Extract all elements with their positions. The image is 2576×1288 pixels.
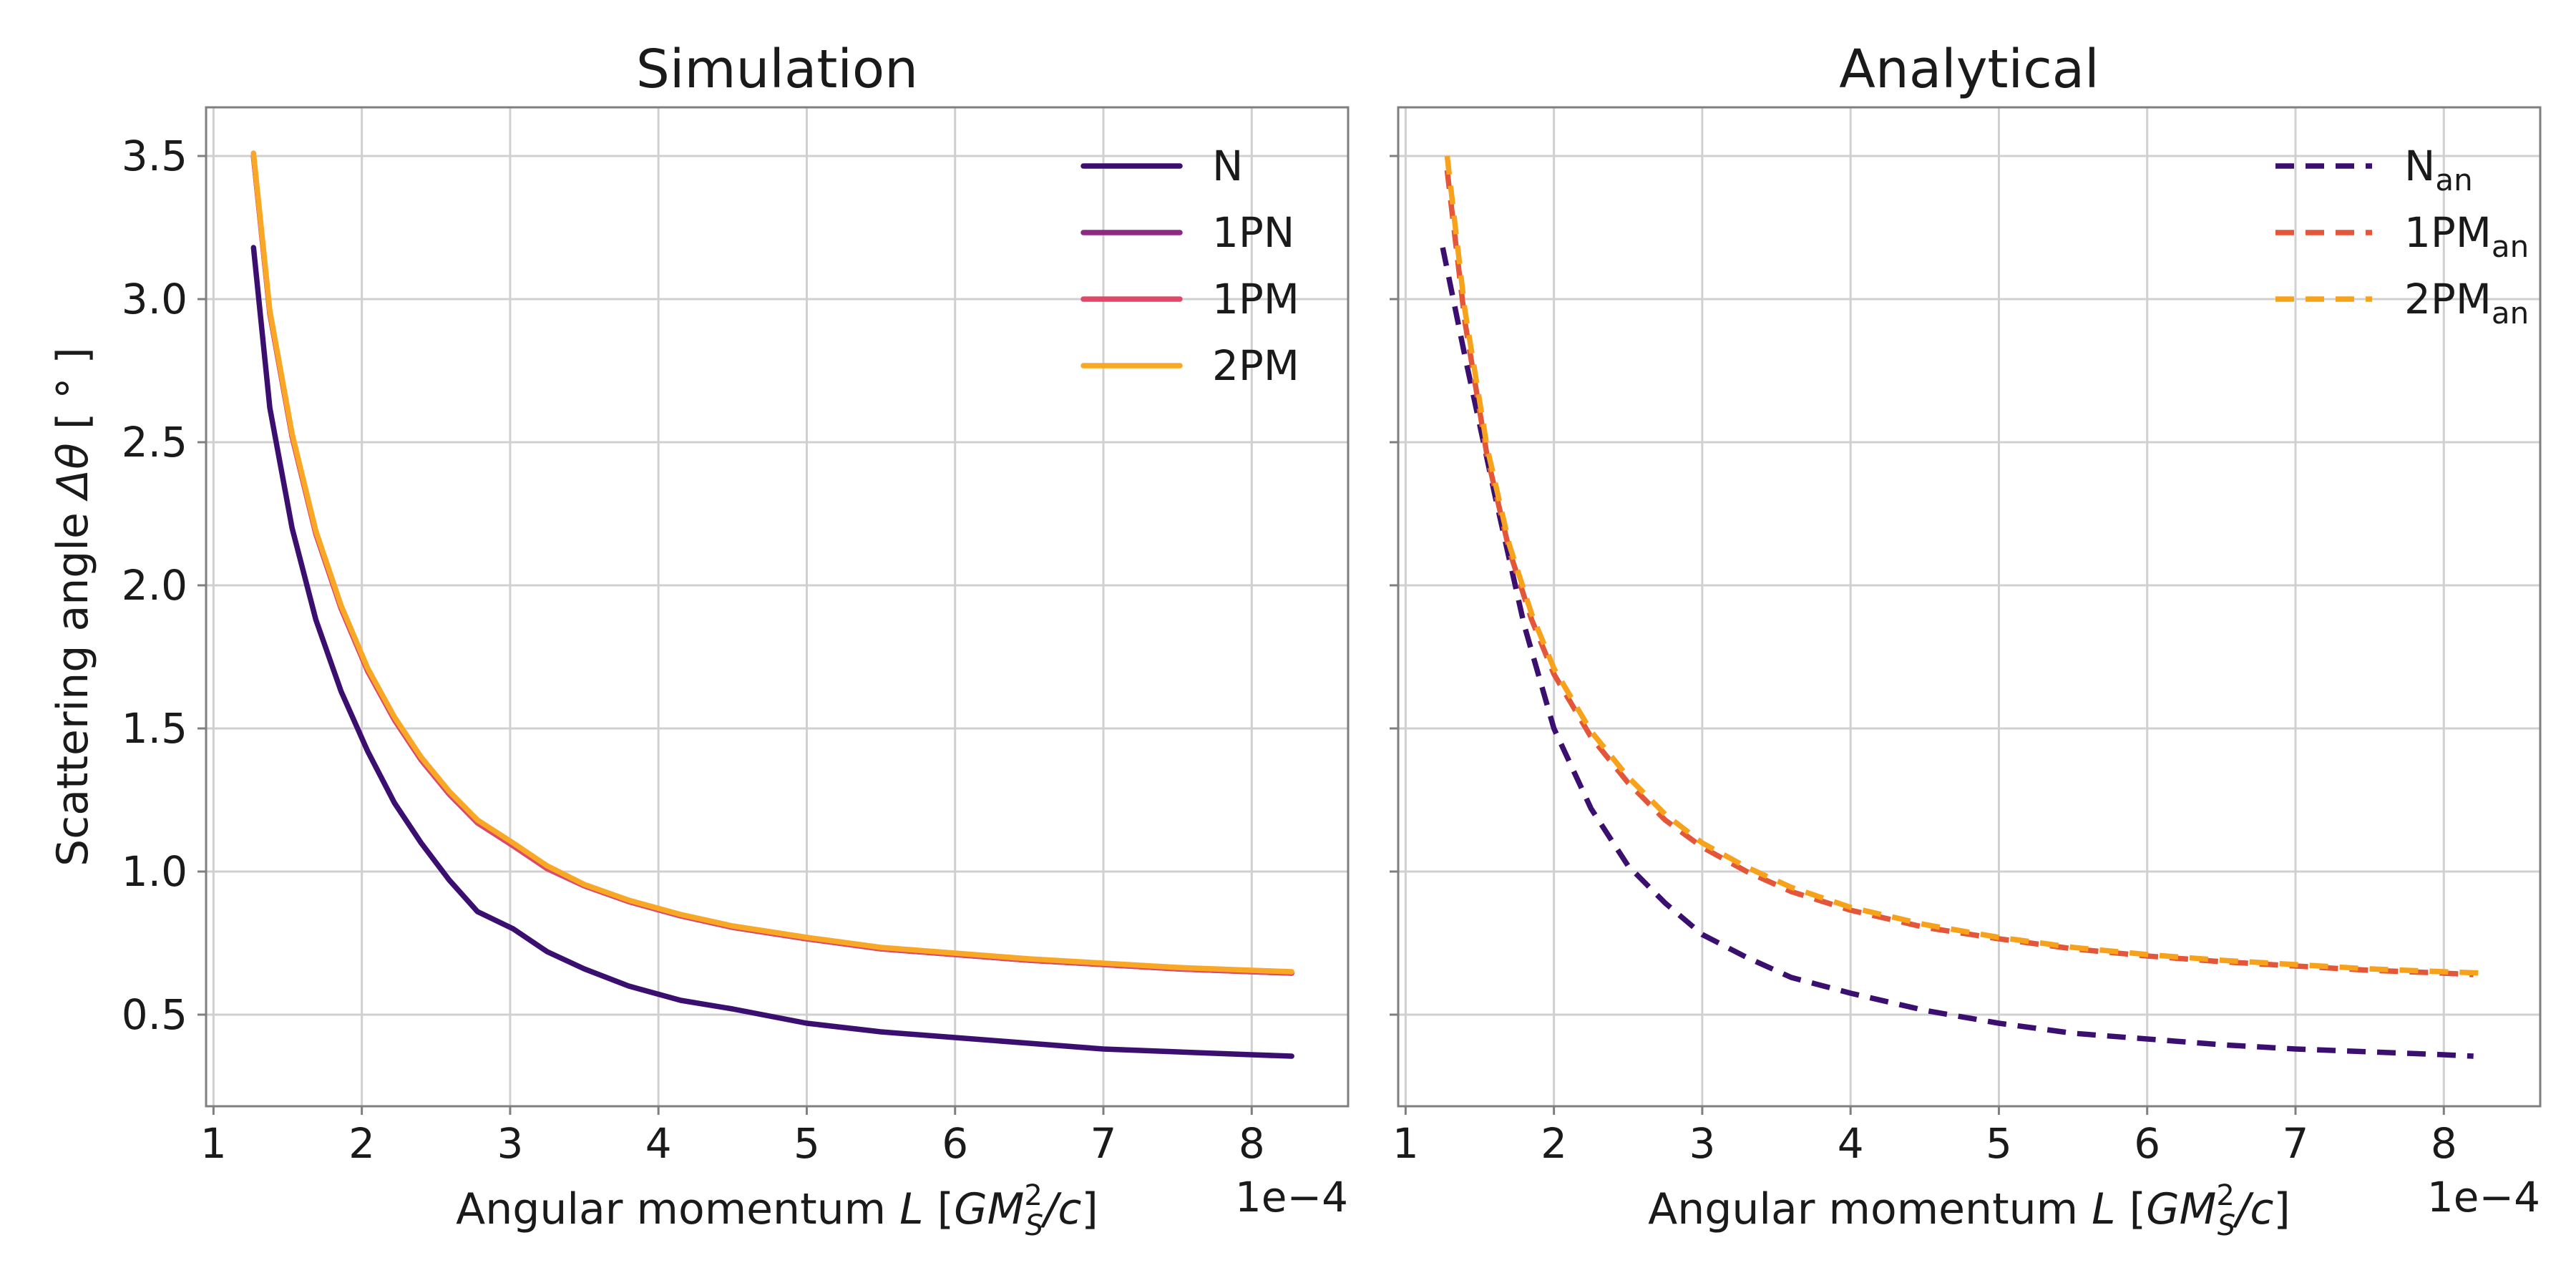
x-axis-label-c: /c	[2232, 1184, 2273, 1234]
panel-analytical: Analytical 1 2 3 4 5 6 7 8 1e−4 Angular momentu…	[1390, 39, 2542, 1242]
x-tick-label: 3	[497, 1119, 523, 1168]
chart-title: Simulation	[636, 39, 918, 100]
x-tick-label: 5	[794, 1119, 820, 1168]
x-tick-label: 4	[645, 1119, 672, 1168]
legend-label-name: N	[2404, 142, 2435, 190]
x-axis-label-prefix: Angular momentum	[456, 1184, 899, 1234]
legend-label-name: 1PM	[1212, 275, 1299, 323]
legend-label-subscript: an	[2492, 229, 2529, 264]
x-axis-label-sup: 2	[1024, 1179, 1042, 1212]
x-tick-label: 1	[1392, 1119, 1419, 1168]
x-tick-label: 6	[942, 1119, 968, 1168]
x-axis-label-close: ]	[2273, 1184, 2290, 1234]
legend-label: 1PMan	[2404, 208, 2529, 264]
x-axis-label-sub: S	[1025, 1209, 1043, 1242]
x-tick-label: 8	[1239, 1119, 1265, 1168]
plot-frame	[205, 106, 1350, 1108]
x-tick-label: 5	[1986, 1119, 2012, 1168]
y-tick-label: 1.5	[122, 704, 187, 753]
x-tick-label: 8	[2431, 1119, 2457, 1168]
plot-frame	[1397, 106, 2542, 1108]
series-line-N	[250, 245, 1294, 1059]
x-tick-label: 2	[1541, 1119, 1567, 1168]
x-axis-label: Angular momentum L [GM2 S/c]	[1648, 1179, 2290, 1242]
x-axis-label-sub: S	[2218, 1209, 2235, 1242]
y-ticks: 0.5 1.0 1.5 2.0 2.5 3.0 3.5	[122, 132, 206, 1039]
legend-label-name: 2PM	[1212, 341, 1299, 390]
legend-label: 2PM	[1212, 341, 1299, 390]
x-ticks: 1 2 3 4 5 6 7 8	[200, 1106, 1265, 1168]
y-tick-label: 2.5	[122, 418, 187, 467]
legend-label: N	[1212, 142, 1243, 190]
series-line-2PM-an	[1444, 155, 2484, 976]
y-tick-label: 3.0	[122, 275, 187, 323]
chart-title: Analytical	[1839, 39, 2099, 100]
x-axis-label-sup: 2	[2216, 1179, 2234, 1212]
y-tick-label: 3.5	[122, 132, 187, 180]
legend-label-name: 1PM	[2404, 208, 2492, 257]
data-lines	[1440, 155, 2484, 1059]
x-multiplier: 1e−4	[2427, 1173, 2540, 1221]
x-axis-label-c: /c	[1040, 1184, 1081, 1234]
x-tick-label: 7	[2283, 1119, 2309, 1168]
x-axis-label-bracket: [	[924, 1184, 954, 1234]
x-tick-label: 7	[1091, 1119, 1117, 1168]
legend-label: 1PN	[1212, 208, 1294, 257]
data-lines	[250, 150, 1294, 1059]
legend-label-name: 1PN	[1212, 208, 1294, 257]
x-tick-label: 2	[348, 1119, 375, 1168]
x-axis-label-close: ]	[1081, 1184, 1098, 1234]
y-axis-label-var: Δθ	[48, 443, 98, 502]
y-axis-label: Scattering angle Δθ [ ° ]	[48, 347, 98, 867]
x-axis-label: Angular momentum L [GM2 S/c]	[456, 1179, 1098, 1242]
legend-label: 2PMan	[2404, 275, 2529, 331]
y-ticks	[1390, 155, 1398, 1016]
y-tick-label: 2.0	[122, 561, 187, 610]
x-axis-label-bracket: [	[2116, 1184, 2146, 1234]
x-axis-label-var: L	[2092, 1184, 2115, 1234]
legend-label-subscript: an	[2435, 162, 2472, 197]
y-axis-label-prefix: Scattering angle	[48, 499, 98, 867]
legend: N 1PN 1PM 2PM	[1080, 142, 1299, 390]
x-axis-label-prefix: Angular momentum	[1648, 1184, 2092, 1234]
series-line-2PM	[250, 150, 1294, 975]
panel-simulation: Simulation 1 2 3 4 5 6 7 8 0.5 1.0 1.5 2.0 2.5 3.0 3.…	[48, 39, 1350, 1242]
x-tick-label: 4	[1838, 1119, 1864, 1168]
x-axis-label-gm: GM	[954, 1184, 1024, 1234]
y-tick-label: 0.5	[122, 990, 187, 1039]
legend-label: Nan	[2404, 142, 2473, 197]
y-axis-label-unit: [ ° ]	[48, 347, 98, 443]
x-tick-label: 6	[2134, 1119, 2160, 1168]
legend-label-name: 2PM	[2404, 275, 2492, 323]
grid	[206, 107, 1348, 1106]
y-tick-label: 1.0	[122, 847, 187, 896]
x-multiplier: 1e−4	[1235, 1173, 1348, 1221]
legend-label-subscript: an	[2492, 296, 2529, 331]
legend-label-name: N	[1212, 142, 1243, 190]
x-tick-label: 3	[1689, 1119, 1715, 1168]
x-axis-label-var: L	[899, 1184, 923, 1234]
legend-label: 1PM	[1212, 275, 1299, 323]
x-axis-label-gm: GM	[2146, 1184, 2216, 1234]
x-tick-label: 1	[200, 1119, 227, 1168]
x-ticks: 1 2 3 4 5 6 7 8	[1392, 1106, 2457, 1168]
series-line-N-an	[1440, 247, 2474, 1059]
